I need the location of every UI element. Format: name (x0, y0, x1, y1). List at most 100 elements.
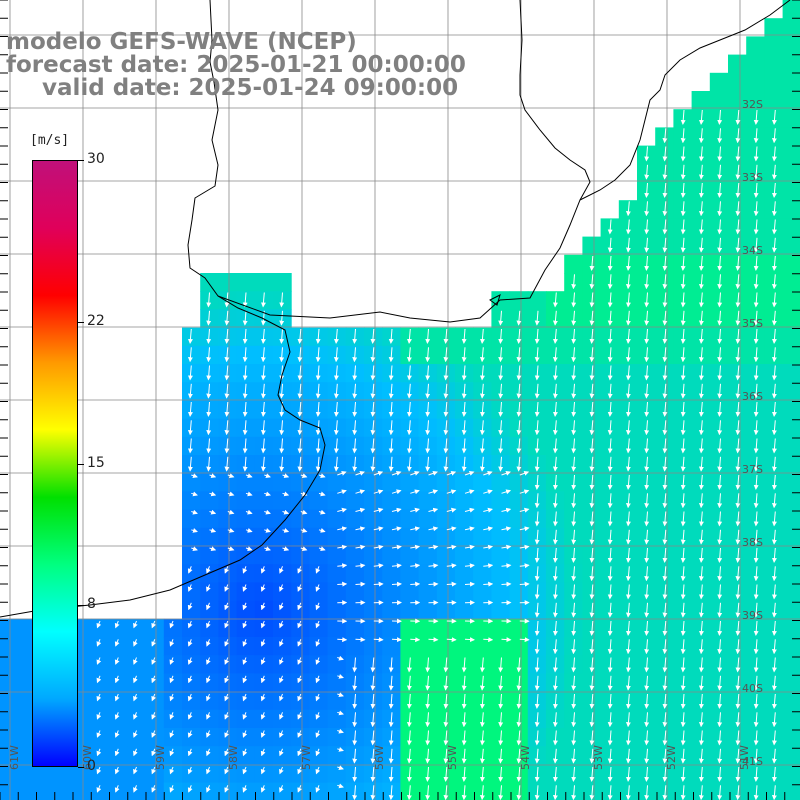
wind-arrow (187, 383, 193, 399)
wind-arrow (242, 766, 248, 775)
wind-arrow (206, 730, 211, 738)
wind-speed-cell (637, 709, 656, 729)
wind-arrow (242, 675, 248, 684)
wind-speed-cell (418, 618, 438, 638)
wind-speed-cell (218, 345, 238, 365)
colorbar-tick (78, 767, 84, 768)
wind-speed-cell (728, 728, 747, 747)
wind-arrow (260, 657, 266, 665)
wind-speed-cell (709, 582, 729, 602)
wind-speed-cell (254, 400, 274, 420)
wind-arrow (224, 712, 230, 720)
wind-speed-cell (327, 527, 347, 547)
wind-speed-cell (218, 436, 238, 456)
colorbar-tick-label: 15 (87, 454, 105, 471)
wind-speed-cell (709, 764, 729, 784)
wind-arrow (224, 730, 230, 738)
wind-speed-cell (491, 637, 511, 656)
wind-speed-cell (637, 309, 656, 329)
wind-arrow (187, 748, 193, 757)
wind-arrow (279, 657, 284, 665)
wind-arrow (373, 581, 384, 587)
wind-arrow (260, 584, 266, 592)
wind-speed-cell (254, 491, 274, 511)
wind-arrow (224, 566, 230, 574)
wind-arrow (464, 637, 475, 643)
wind-speed-cell (728, 145, 747, 165)
wind-arrow (279, 748, 284, 757)
wind-speed-cell (764, 436, 784, 456)
wind-speed-cell (236, 364, 256, 383)
wind-speed-cell (782, 91, 800, 110)
wind-speed-cell (691, 691, 711, 711)
wind-speed-cell (72, 782, 92, 800)
wind-speed-cell (254, 418, 274, 438)
wind-speed-cell (764, 54, 784, 74)
wind-speed-cell (273, 546, 292, 565)
wind-arrow (446, 637, 457, 643)
wind-speed-cell (455, 618, 474, 638)
wind-speed-cell (764, 109, 784, 128)
wind-speed-cell (673, 473, 693, 492)
wind-speed-cell (782, 455, 800, 474)
wind-arrow (206, 675, 211, 684)
wind-arrow (260, 639, 266, 647)
wind-speed-cell (673, 163, 693, 183)
wind-speed-cell (655, 564, 674, 583)
wind-arrow (114, 693, 120, 702)
wind-arrow (242, 456, 248, 472)
wind-speed-cell (746, 127, 765, 147)
wind-speed-cell (691, 345, 711, 365)
wind-arrow (114, 748, 120, 757)
wind-speed-cell (527, 291, 547, 310)
wind-speed-cell (746, 309, 765, 329)
wind-speed-cell (345, 618, 365, 638)
wind-speed-cell (637, 218, 656, 238)
wind-arrow (464, 581, 475, 587)
wind-speed-cell (728, 163, 747, 183)
wind-speed-cell (746, 273, 765, 292)
wind-speed-cell (618, 582, 638, 602)
wind-speed-cell (618, 618, 638, 638)
wind-arrow (242, 620, 248, 629)
wind-speed-cell (254, 345, 274, 365)
wind-speed-cell (473, 491, 492, 511)
wind-speed-cell (655, 273, 674, 292)
wind-speed-cell (655, 163, 674, 183)
wind-speed-cell (746, 546, 765, 565)
wind-speed-cell (327, 782, 347, 800)
wind-speed-cell (345, 527, 365, 547)
wind-speed-cell (691, 473, 711, 492)
wind-speed-cell (200, 473, 219, 492)
wind-speed-cell (746, 291, 765, 310)
wind-speed-cell (709, 709, 729, 729)
wind-speed-cell (600, 691, 620, 711)
wind-speed-cell (382, 618, 401, 638)
wind-speed-cell (291, 509, 310, 529)
wind-arrow (151, 785, 157, 793)
wind-speed-cell (782, 418, 800, 438)
wind-speed-cell (782, 764, 800, 784)
wind-arrow (187, 438, 193, 454)
wind-speed-cell (327, 709, 347, 729)
wind-speed-cell (691, 400, 711, 420)
wind-speed-cell (145, 782, 165, 800)
wind-arrow (242, 693, 248, 702)
wind-speed-cell (673, 400, 693, 420)
wind-speed-cell (327, 473, 347, 492)
wind-arrow (206, 456, 212, 472)
wind-arrow (224, 383, 230, 399)
wind-speed-cell (236, 527, 256, 547)
wind-speed-cell (673, 709, 693, 729)
wind-speed-cell (655, 582, 674, 602)
wind-speed-cell (782, 600, 800, 620)
wind-arrow (264, 528, 271, 533)
wind-speed-cell (182, 382, 201, 401)
wind-speed-cell (509, 509, 529, 529)
wind-arrow (191, 528, 198, 533)
wind-arrow (96, 675, 102, 684)
wind-speed-cell (218, 273, 238, 292)
wind-speed-cell (764, 637, 784, 656)
wind-speed-cell (455, 600, 474, 620)
wind-speed-cell (746, 764, 765, 784)
